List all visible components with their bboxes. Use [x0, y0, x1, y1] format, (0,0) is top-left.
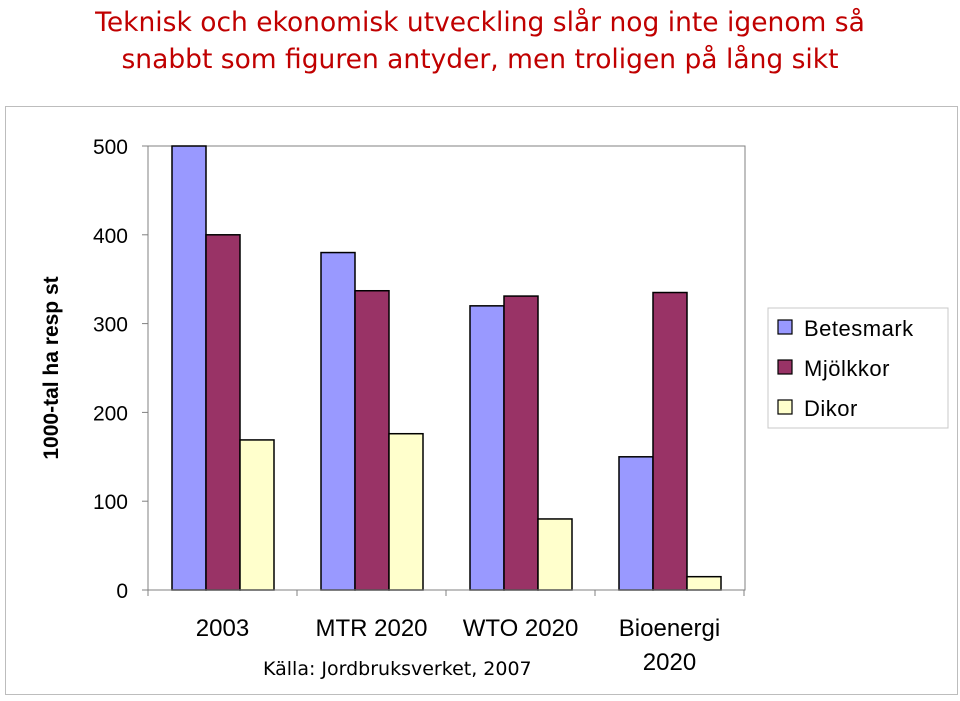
bar-dikor-3	[686, 575, 722, 591]
x-category-label: 2003	[196, 615, 249, 642]
bar-dikor-1	[388, 432, 424, 591]
y-axis: 0 100 200 300 400 500	[93, 136, 149, 603]
y-axis-label: 1000-tal ha resp st	[40, 276, 63, 459]
bar-mj-lkkor-2	[503, 295, 539, 591]
y-tick-label: 200	[93, 402, 128, 425]
source-note: Källa: Jordbruksverket, 2007	[263, 658, 532, 680]
y-tick-label: 300	[93, 314, 128, 337]
legend-label: Betesmark	[804, 316, 914, 341]
x-category-label: WTO 2020	[463, 615, 579, 642]
chart-frame	[5, 106, 958, 695]
title-line-1: Teknisk och ekonomisk utveckling slår no…	[95, 7, 865, 38]
legend-label: Mjölkkor	[804, 356, 890, 381]
legend-box	[767, 307, 949, 429]
plot-area	[147, 145, 746, 591]
legend-label: Dikor	[804, 396, 858, 421]
legend-swatch	[777, 359, 793, 375]
y-tick-label: 0	[116, 580, 128, 603]
bar-betesmark-1	[320, 251, 356, 591]
legend-swatch	[777, 399, 793, 415]
legend: Betesmark Mjölkkor Dikor	[767, 307, 949, 429]
bar-mj-lkkor-0	[205, 234, 241, 591]
bar-mj-lkkor-1	[354, 289, 390, 591]
x-axis: 2003 MTR 2020 WTO 2020 Bioenergi 2020	[147, 589, 745, 676]
bar-betesmark-3	[618, 456, 654, 591]
x-category-label: MTR 2020	[315, 615, 427, 642]
y-tick-label: 100	[93, 491, 128, 514]
y-tick-label: 400	[93, 225, 128, 248]
bar-dikor-2	[537, 518, 573, 591]
legend-swatch	[777, 319, 793, 335]
bar-betesmark-0	[171, 145, 207, 591]
slide-title: Teknisk och ekonomisk utveckling slår no…	[0, 4, 960, 78]
title-line-2: snabbt som figuren antyder, men troligen…	[121, 44, 839, 75]
bar-mj-lkkor-3	[652, 291, 688, 591]
x-category-label: Bioenergi 2020	[619, 615, 720, 676]
bar-dikor-0	[239, 439, 275, 591]
y-tick-label: 500	[93, 136, 128, 159]
bar-betesmark-2	[469, 305, 505, 591]
